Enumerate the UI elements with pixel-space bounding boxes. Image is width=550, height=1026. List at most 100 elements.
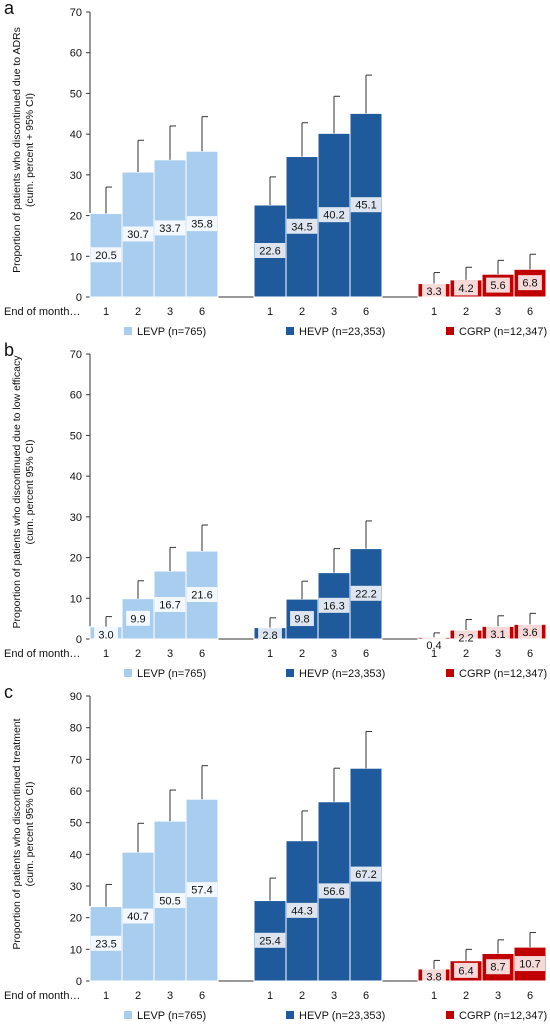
x-tick-label: 3 xyxy=(331,990,337,1002)
panel-label: b xyxy=(4,340,15,360)
data-label-bg xyxy=(518,275,542,291)
x-tick-label: 3 xyxy=(495,990,501,1002)
data-label-bg xyxy=(154,597,186,613)
data-label-bg xyxy=(518,624,542,640)
x-tick-label: 2 xyxy=(135,648,141,660)
x-tick-label: 1 xyxy=(103,306,109,318)
legend-swatch xyxy=(446,669,454,677)
x-tick-label: 6 xyxy=(199,306,205,318)
x-tick-label: 6 xyxy=(527,306,533,318)
data-label: 2.8 xyxy=(262,630,277,642)
x-tick-label: 1 xyxy=(267,648,273,660)
x-tick-label: 2 xyxy=(299,990,305,1002)
data-label-bg xyxy=(186,587,218,603)
data-label: 8.7 xyxy=(490,962,505,974)
legend-label: LEVP (n=765) xyxy=(137,1010,206,1022)
data-label-bg xyxy=(126,610,150,626)
x-tick-label: 3 xyxy=(167,306,173,318)
data-label-bg xyxy=(186,882,218,898)
data-label: 22.2 xyxy=(355,588,376,600)
x-tick-label: 6 xyxy=(363,990,369,1002)
data-label: 44.3 xyxy=(291,905,312,917)
x-tick-label: 3 xyxy=(495,648,501,660)
x-tick-label: 6 xyxy=(527,990,533,1002)
y-tick-label: 60 xyxy=(70,786,82,798)
legend-swatch xyxy=(124,1011,132,1019)
data-label: 56.6 xyxy=(323,886,344,898)
data-label-bg xyxy=(186,216,218,232)
data-label: 10.7 xyxy=(519,959,540,971)
data-label: 2.2 xyxy=(458,633,473,645)
y-tick-label: 20 xyxy=(70,211,82,223)
data-label-bg xyxy=(154,220,186,236)
legend-swatch xyxy=(286,669,294,677)
x-axis-prefix: End of month… xyxy=(4,990,80,1002)
y-tick-label: 70 xyxy=(70,754,82,766)
x-axis-prefix: End of month… xyxy=(4,306,80,318)
legend-swatch xyxy=(286,327,294,335)
y-tick-label: 70 xyxy=(70,7,82,19)
data-label: 3.3 xyxy=(426,286,441,298)
data-label: 50.5 xyxy=(159,896,180,908)
x-tick-label: 2 xyxy=(299,648,305,660)
y-tick-label: 30 xyxy=(70,512,82,524)
x-tick-label: 3 xyxy=(167,648,173,660)
data-label-bg xyxy=(154,893,186,909)
y-tick-label: 0 xyxy=(76,292,82,304)
chart-panel-c: c Proportion of patients who discontinue… xyxy=(0,682,550,1026)
data-label-bg xyxy=(318,207,350,223)
data-label: 21.6 xyxy=(191,590,212,602)
legend-label: CGRP (n=12,347) xyxy=(459,326,547,338)
data-label-bg xyxy=(422,968,446,984)
data-label: 3.8 xyxy=(426,971,441,983)
x-tick-label: 2 xyxy=(463,990,469,1002)
panel-label: c xyxy=(4,682,13,702)
y-tick-label: 20 xyxy=(70,553,82,565)
y-tick-label: 0 xyxy=(76,976,82,988)
y-tick-label: 70 xyxy=(70,349,82,361)
data-label-bg xyxy=(122,226,154,242)
legend-label: HEVP (n=23,353) xyxy=(299,668,385,680)
data-label: 57.4 xyxy=(191,885,212,897)
data-label: 35.8 xyxy=(191,219,212,231)
data-label: 3.1 xyxy=(490,629,505,641)
y-tick-label: 60 xyxy=(70,48,82,60)
x-tick-label: 2 xyxy=(135,306,141,318)
data-label-bg xyxy=(254,932,286,948)
data-label-bg xyxy=(454,280,478,296)
chart-panel-a: a Proportion of patients who discontinue… xyxy=(0,0,550,342)
data-label: 5.6 xyxy=(490,280,505,292)
data-label: 16.3 xyxy=(323,600,344,612)
data-label-bg xyxy=(514,956,546,972)
data-label: 9.8 xyxy=(294,614,309,626)
x-tick-label: 1 xyxy=(103,990,109,1002)
legend-label: LEVP (n=765) xyxy=(137,668,206,680)
x-tick-label: 1 xyxy=(103,648,109,660)
y-tick-label: 50 xyxy=(70,430,82,442)
y-tick-label: 60 xyxy=(70,390,82,402)
y-tick-label: 10 xyxy=(70,593,82,605)
y-tick-label: 40 xyxy=(70,129,82,141)
y-tick-label: 90 xyxy=(70,691,82,703)
data-label-bg xyxy=(122,908,154,924)
data-label: 34.5 xyxy=(291,221,312,233)
panel-label: a xyxy=(4,0,15,18)
data-label: 25.4 xyxy=(259,935,280,947)
x-tick-label: 2 xyxy=(135,990,141,1002)
x-tick-label: 6 xyxy=(199,990,205,1002)
x-axis-prefix: End of month… xyxy=(4,648,80,660)
data-label: 45.1 xyxy=(355,200,376,212)
data-label: 6.8 xyxy=(522,278,537,290)
legend-label: HEVP (n=23,353) xyxy=(299,1010,385,1022)
data-label-bg xyxy=(94,626,118,642)
data-label: 67.2 xyxy=(355,869,376,881)
x-tick-label: 2 xyxy=(463,306,469,318)
data-label-bg xyxy=(258,627,282,643)
data-label-bg xyxy=(486,277,510,293)
data-label: 40.2 xyxy=(323,210,344,222)
y-tick-label: 10 xyxy=(70,251,82,263)
legend-label: HEVP (n=23,353) xyxy=(299,326,385,338)
bar-chart-b: 0 10 20 30 40 50 60 70 End of month… 3.0 1 9.9 2 16.7… xyxy=(4,349,547,680)
legend-swatch xyxy=(446,327,454,335)
data-label-bg xyxy=(90,935,122,951)
